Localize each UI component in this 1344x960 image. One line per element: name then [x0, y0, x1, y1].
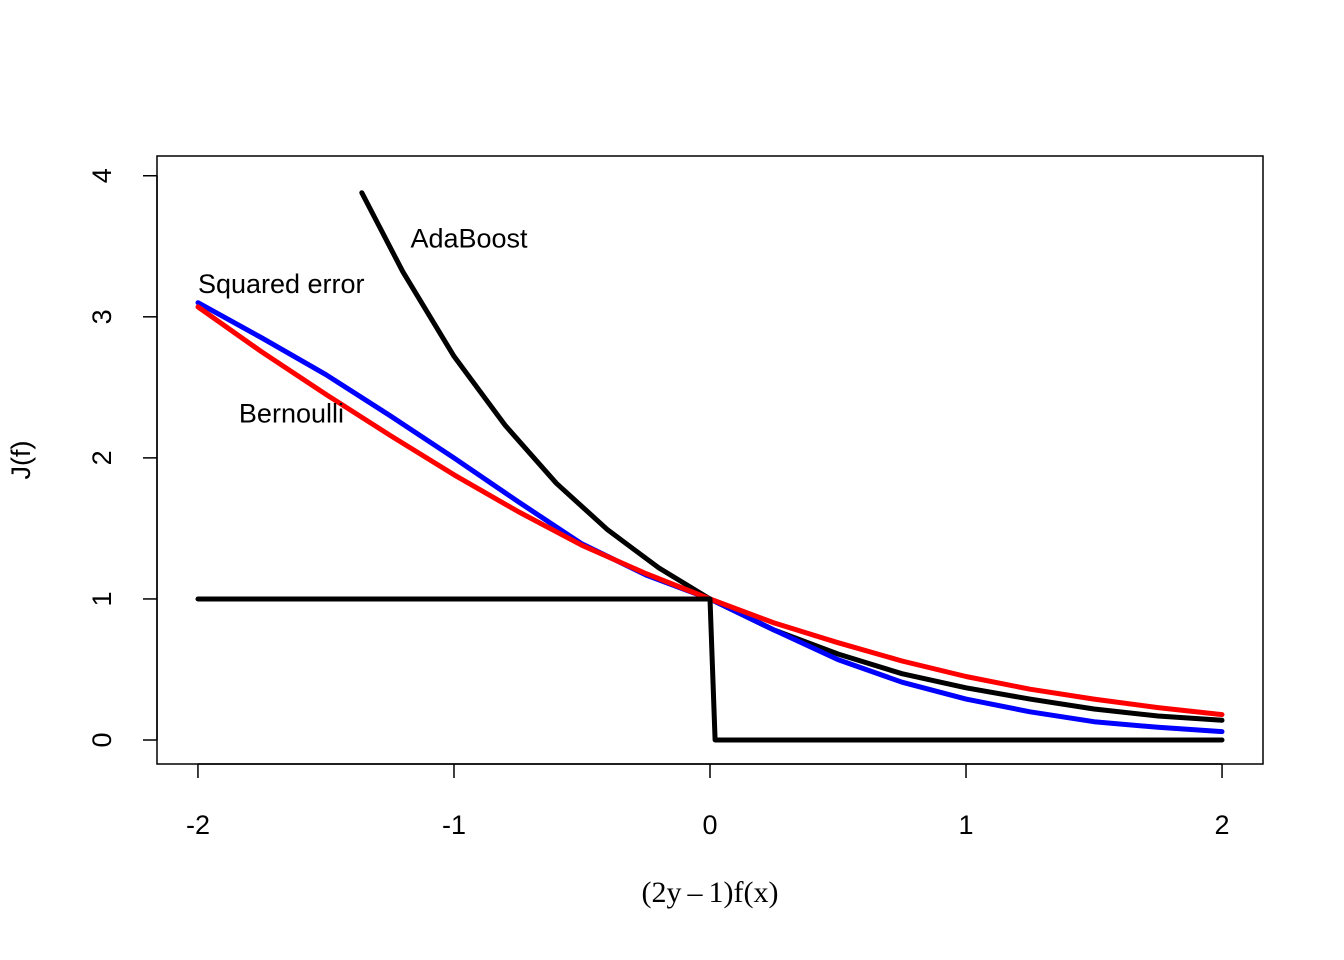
x-tick-label: 0	[702, 810, 717, 840]
annotation-bernoulli: Bernoulli	[239, 399, 344, 429]
y-tick-label: 4	[87, 168, 117, 183]
annotation-adaboost: AdaBoost	[410, 224, 528, 254]
series-0-1-loss-line	[195, 596, 1225, 743]
y-tick-label: 0	[87, 733, 117, 748]
y-tick-label: 1	[87, 591, 117, 606]
x-axis-label: (2y – 1)f(x)	[642, 876, 779, 909]
y-tick-label: 3	[87, 309, 117, 324]
x-tick-label: -2	[186, 810, 210, 840]
y-axis-label: J(f)	[6, 441, 36, 480]
x-tick-label: -1	[442, 810, 466, 840]
x-axis: -2 -1 0 1 2	[186, 763, 1230, 840]
x-tick-label: 2	[1215, 810, 1230, 840]
y-axis: 0 1 2 3 4	[87, 168, 158, 748]
annotation-layer: AdaBoost Squared error Bernoulli	[198, 224, 528, 429]
x-tick-label: 1	[959, 810, 974, 840]
y-tick-label: 2	[87, 450, 117, 465]
series-layer	[195, 190, 1225, 743]
annotation-squared-error: Squared error	[198, 269, 365, 299]
